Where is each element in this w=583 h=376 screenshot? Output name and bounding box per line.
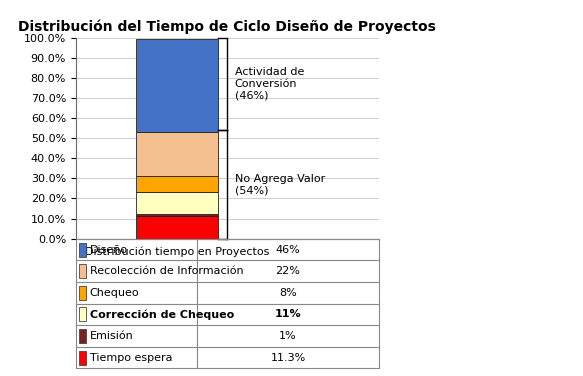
Text: Chequeo: Chequeo [90, 288, 139, 298]
Text: 8%: 8% [279, 288, 297, 298]
Bar [79, 286, 86, 300]
Text: Corrección de Chequeo: Corrección de Chequeo [90, 309, 234, 320]
Bar [135, 132, 218, 176]
Text: Emisión: Emisión [90, 331, 134, 341]
Text: 11%: 11% [275, 309, 301, 320]
Bar [79, 264, 86, 278]
Text: 46%: 46% [276, 244, 300, 255]
Text: Actividad de
Conversión
(46%): Actividad de Conversión (46%) [235, 67, 304, 100]
Bar [135, 39, 218, 132]
Bar [135, 216, 218, 239]
Bar [135, 214, 218, 216]
Bar [135, 176, 218, 192]
Text: Recolección de Información: Recolección de Información [90, 266, 243, 276]
Text: 11.3%: 11.3% [271, 353, 305, 363]
Bar [79, 351, 86, 365]
Bar [79, 308, 86, 321]
Title: Distribución del Tiempo de Ciclo Diseño de Proyectos: Distribución del Tiempo de Ciclo Diseño … [19, 19, 436, 34]
Bar [135, 192, 218, 214]
Text: No Agrega Valor
(54%): No Agrega Valor (54%) [235, 174, 325, 195]
Text: Tiempo espera: Tiempo espera [90, 353, 172, 363]
Text: 22%: 22% [276, 266, 300, 276]
Bar [79, 329, 86, 343]
Bar [79, 243, 86, 256]
Text: Diseño: Diseño [90, 244, 128, 255]
Text: 1%: 1% [279, 331, 297, 341]
